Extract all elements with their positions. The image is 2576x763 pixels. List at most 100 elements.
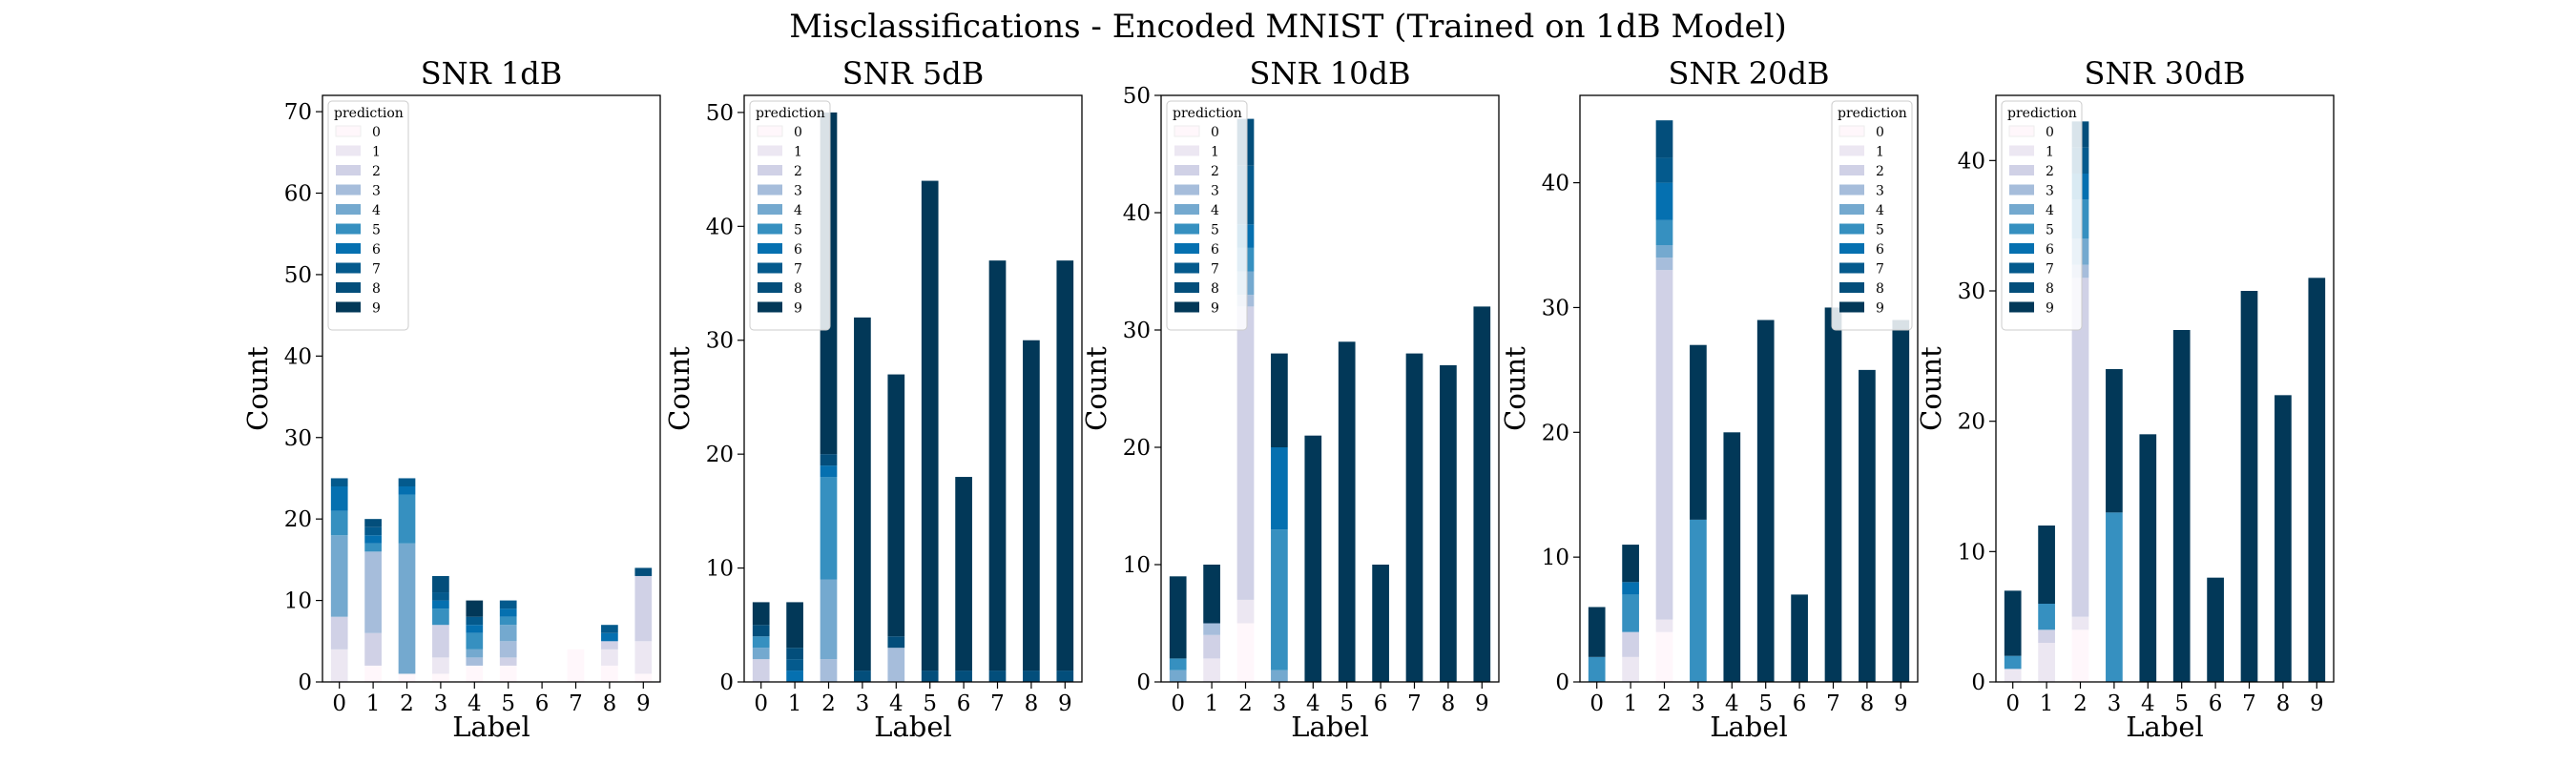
bars-group bbox=[1588, 120, 1910, 682]
axes-frame bbox=[1995, 94, 2335, 683]
bar-segment-label-2-pred-0 bbox=[2071, 629, 2089, 682]
x-tick-label: 6 bbox=[1793, 691, 1807, 716]
legend-entry-label: 6 bbox=[372, 242, 381, 258]
bar-segment-label-2-pred-4 bbox=[1655, 245, 1673, 258]
y-axis-label: Count bbox=[663, 346, 696, 431]
legend-entry-label: 6 bbox=[1876, 242, 1884, 258]
bar-segment-label-1-pred-6 bbox=[364, 535, 382, 544]
bar-segment-label-1-pred-8 bbox=[364, 519, 382, 527]
bar-segment-label-1-pred-2 bbox=[1622, 631, 1639, 657]
y-tick-label: 10 bbox=[1123, 553, 1151, 578]
bar-segment-label-5-pred-7 bbox=[499, 600, 517, 609]
legend-swatch-0 bbox=[757, 125, 783, 137]
y-tick-label: 20 bbox=[284, 507, 312, 532]
legend-swatch-2 bbox=[1174, 165, 1199, 175]
bar-segment-label-4-pred-9 bbox=[466, 600, 484, 617]
legend-swatch-2 bbox=[2009, 165, 2034, 175]
y-tick-label: 10 bbox=[284, 589, 312, 614]
legend-entry-label: 0 bbox=[794, 125, 802, 140]
y-tick-label: 30 bbox=[706, 329, 734, 354]
y-tick-label: 20 bbox=[1958, 410, 1985, 435]
legend-entry-label: 7 bbox=[372, 262, 381, 278]
legend-entry-label: 8 bbox=[1876, 281, 1884, 297]
legend-entry-label: 3 bbox=[794, 184, 802, 199]
x-tick-label: 8 bbox=[603, 691, 617, 716]
bar-segment-label-8-pred-6 bbox=[601, 632, 618, 642]
panel-title: SNR 5dB bbox=[842, 55, 985, 92]
bar-segment-label-8-pred-9 bbox=[1859, 369, 1876, 682]
bar-segment-label-4-pred-3 bbox=[887, 648, 905, 682]
x-tick-label: 8 bbox=[2276, 691, 2291, 716]
bar-segment-label-4-pred-9 bbox=[887, 374, 905, 637]
legend-entry-label: 0 bbox=[1211, 125, 1219, 140]
x-tick-label: 9 bbox=[1058, 691, 1072, 716]
legend-entry-label: 3 bbox=[1211, 184, 1219, 199]
bar-segment-label-0-pred-4 bbox=[330, 535, 348, 617]
bar-segment-label-1-pred-6 bbox=[1622, 582, 1639, 595]
bar-segment-label-3-pred-8 bbox=[854, 670, 871, 682]
legend-swatch-0 bbox=[1839, 125, 1865, 137]
bar-segment-label-0-pred-9 bbox=[1588, 607, 1606, 657]
legend-swatch-6 bbox=[2009, 243, 2034, 254]
legend-swatch-5 bbox=[336, 223, 361, 235]
x-tick-label: 9 bbox=[2310, 691, 2324, 716]
bar-segment-label-2-pred-6 bbox=[820, 465, 838, 478]
bar-segment-label-9-pred-8 bbox=[634, 567, 653, 576]
axes-frame bbox=[1160, 94, 1500, 683]
legend-entry-label: 4 bbox=[372, 203, 381, 218]
bar-segment-label-2-pred-0 bbox=[1236, 623, 1255, 682]
x-tick-label: 6 bbox=[1374, 691, 1388, 716]
bar-segment-label-5-pred-6 bbox=[499, 608, 517, 617]
legend-swatch-9 bbox=[758, 301, 782, 313]
legend-title: prediction bbox=[2007, 106, 2077, 121]
legend-swatch-1 bbox=[1839, 145, 1864, 156]
bar-segment-label-0-pred-5 bbox=[1588, 656, 1606, 682]
x-tick-label: 4 bbox=[467, 691, 482, 716]
legend-entry-label: 1 bbox=[372, 145, 381, 160]
legend-swatch-6 bbox=[1839, 243, 1864, 254]
legend-swatch-5 bbox=[1174, 223, 1199, 235]
legend-entry-label: 9 bbox=[1876, 301, 1884, 317]
bar-segment-label-0-pred-7 bbox=[330, 478, 348, 486]
bar-segment-label-0-pred-9 bbox=[1169, 576, 1187, 659]
legend-entry-label: 6 bbox=[2046, 242, 2054, 258]
legend-swatch-1 bbox=[758, 145, 782, 156]
bar-segment-label-1-pred-0 bbox=[364, 665, 382, 682]
legend-title: prediction bbox=[334, 106, 404, 121]
bar-segment-label-8-pred-9 bbox=[1440, 364, 1457, 682]
panel-title: SNR 1dB bbox=[421, 55, 563, 92]
panel-title: SNR 30dB bbox=[2085, 55, 2246, 92]
y-tick-label: 10 bbox=[1958, 540, 1985, 565]
legend-entry-label: 4 bbox=[1211, 203, 1219, 218]
bar-segment-label-2-pred-8 bbox=[820, 454, 838, 466]
x-tick-label: 0 bbox=[2005, 691, 2020, 716]
legend-entry-label: 8 bbox=[1211, 281, 1219, 297]
bar-segment-label-2-pred-6 bbox=[1655, 182, 1673, 220]
bar-segment-label-0-pred-5 bbox=[2004, 655, 2022, 670]
legend-swatch-7 bbox=[2009, 262, 2034, 274]
bar-segment-label-2-pred-7 bbox=[398, 478, 416, 486]
legend-entry-label: 1 bbox=[794, 145, 802, 160]
y-tick-label: 60 bbox=[284, 182, 312, 207]
bar-segment-label-4-pred-8 bbox=[887, 636, 905, 649]
bar-segment-label-4-pred-4 bbox=[466, 649, 484, 658]
y-tick-label: 40 bbox=[1542, 172, 1569, 196]
legend-title: prediction bbox=[756, 106, 825, 121]
bar-segment-label-0-pred-5 bbox=[1169, 658, 1187, 670]
legend-swatch-1 bbox=[1174, 145, 1199, 156]
panel-title: SNR 10dB bbox=[1250, 55, 1411, 92]
bar-segment-label-2-pred-5 bbox=[398, 494, 416, 544]
bar-segment-label-0-pred-9 bbox=[752, 602, 770, 626]
bar-segment-label-0-pred-2 bbox=[330, 616, 348, 650]
x-tick-label: 0 bbox=[332, 691, 346, 716]
bar-segment-label-3-pred-5 bbox=[1690, 519, 1707, 682]
bar-segment-label-5-pred-9 bbox=[2172, 330, 2191, 682]
legend-swatch-8 bbox=[2009, 282, 2034, 293]
bar-segment-label-1-pred-3 bbox=[1203, 623, 1220, 635]
bar-segment-label-4-pred-6 bbox=[466, 625, 484, 633]
y-tick-label: 0 bbox=[1555, 670, 1569, 695]
bar-segment-label-1-pred-9 bbox=[1622, 545, 1639, 583]
bar-segment-label-1-pred-2 bbox=[364, 632, 382, 666]
